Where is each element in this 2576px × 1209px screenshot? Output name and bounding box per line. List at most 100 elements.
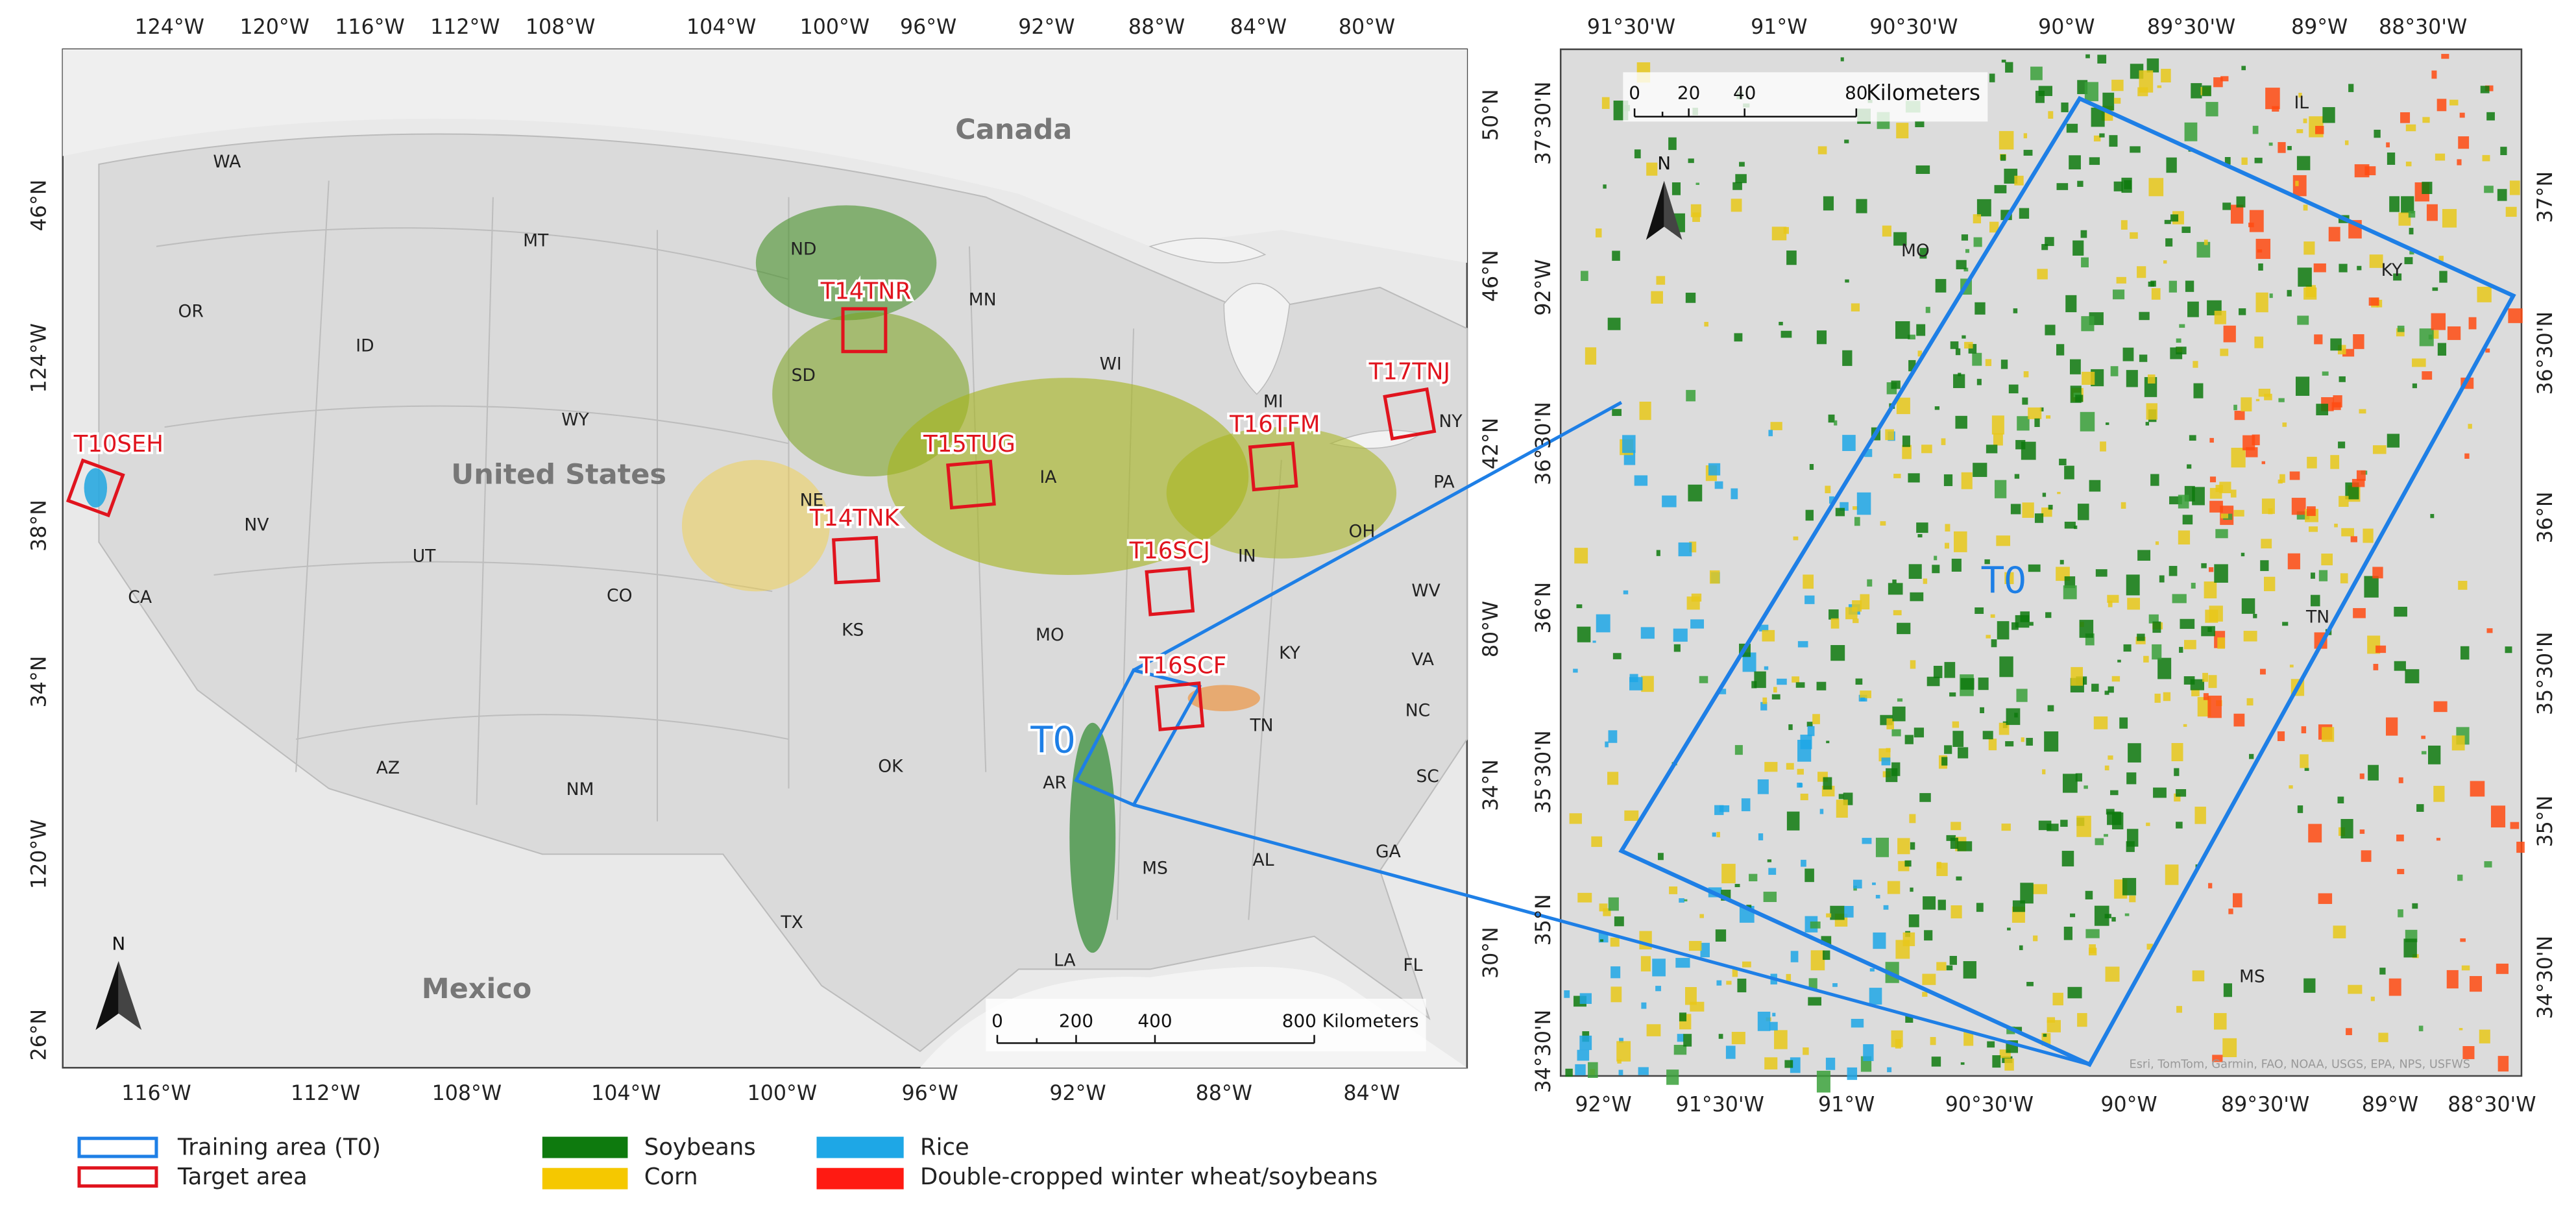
- crop-pixel: [2077, 180, 2084, 187]
- crop-pixel: [1893, 232, 1907, 246]
- lon-label: 92°W: [1049, 1082, 1106, 1105]
- crop-pixel: [2045, 237, 2054, 247]
- crop-pixel: [1873, 932, 1886, 949]
- connector-line: [1132, 400, 1623, 672]
- lon-label: 108°W: [526, 16, 595, 39]
- lon-label: 91°W: [1818, 1093, 1875, 1117]
- crop-pixel: [2209, 437, 2214, 443]
- crop-pixel: [1926, 676, 1940, 687]
- state-label: NC: [1405, 701, 1430, 721]
- crop-pixel: [1764, 666, 1769, 670]
- crop-pixel: [1662, 495, 1677, 507]
- crop-pixel: [2048, 111, 2054, 119]
- crop-pixel: [2163, 260, 2167, 264]
- crop-pixel: [2458, 136, 2470, 149]
- crop-pixel: [1721, 864, 1736, 884]
- crop-pixel: [2370, 996, 2375, 1001]
- crop-pixel: [2166, 157, 2177, 173]
- lat-label: 80°W: [1479, 601, 1503, 657]
- lon-label: 88°W: [1196, 1082, 1252, 1105]
- crop-pixel: [2462, 1045, 2475, 1060]
- crop-pixel: [2030, 66, 2043, 80]
- crop-pixel: [2041, 507, 2052, 517]
- crop-pixel: [2179, 646, 2183, 653]
- crop-pixel: [1773, 687, 1777, 693]
- crop-pixel: [1962, 335, 1966, 339]
- state-label: GA: [1376, 842, 1401, 862]
- crop-pixel: [1909, 814, 1916, 824]
- crop-pixel: [1972, 352, 1982, 366]
- scale-label: 0: [1629, 82, 1640, 103]
- legend-swatch: [542, 1136, 628, 1158]
- crop-pixel: [2187, 464, 2192, 469]
- crop-pixel: [1895, 1039, 1901, 1049]
- crop-pixel: [1639, 401, 1651, 421]
- crop-pixel: [2146, 58, 2159, 73]
- legend-swatch: [816, 1167, 904, 1190]
- lat-label: 34°30'N: [2534, 936, 2557, 1020]
- state-label: ID: [356, 336, 374, 356]
- crop-pixel: [1805, 509, 1814, 521]
- crop-pixel: [2460, 646, 2470, 660]
- crop-pixels: [1564, 54, 2525, 1093]
- crop-pixel: [2100, 441, 2106, 452]
- crop-pixel: [2387, 153, 2396, 165]
- crop-pixel: [1634, 149, 1641, 158]
- crop-pixel: [1616, 1041, 1631, 1062]
- crop-pixel: [2496, 963, 2509, 974]
- lon-label: 91°W: [1751, 16, 1807, 39]
- crop-pixel: [2248, 223, 2254, 228]
- crop-pixel: [1887, 1067, 1892, 1073]
- crop-pixel: [1975, 302, 1986, 315]
- state-label: TN: [1249, 715, 1273, 735]
- crop-pixel: [2184, 640, 2196, 650]
- crop-pixel: [2043, 1033, 2047, 1037]
- crop-pixel: [1953, 374, 1965, 389]
- state-label: FL: [1403, 955, 1422, 975]
- crop-pixel: [1936, 962, 1947, 971]
- crop-pixel: [2438, 256, 2444, 262]
- crop-pixel: [2447, 326, 2461, 340]
- crop-pixel: [2408, 210, 2416, 218]
- crop-pixel: [1910, 842, 1915, 850]
- crop-pixel: [2437, 343, 2447, 356]
- crop-pixel: [2394, 661, 2406, 671]
- crop-pixel: [1797, 783, 1802, 788]
- crop-pixel: [2322, 107, 2335, 123]
- crop-pixel: [1803, 1047, 1809, 1055]
- lat-label: 42°N: [1479, 418, 1503, 470]
- crop-pixel: [1921, 445, 1932, 454]
- crop-pixel: [2231, 447, 2246, 468]
- crop-pixel: [1685, 987, 1697, 1005]
- crop-pixel: [2004, 572, 2014, 585]
- state-label: LA: [1054, 950, 1076, 970]
- crop-pixel: [1886, 718, 1894, 729]
- crop-pixel: [1908, 334, 1915, 340]
- state-label: AR: [1043, 773, 1067, 793]
- crop-pixel: [1902, 445, 1912, 459]
- crop-pixel: [2202, 85, 2211, 97]
- crop-pixel: [1910, 592, 1924, 602]
- crop-pixel: [1735, 174, 1747, 184]
- crop-pixel: [2151, 288, 2161, 300]
- crop-pixel: [2497, 1056, 2509, 1072]
- crop-pixel: [1932, 565, 1940, 574]
- crop-pixel: [1678, 542, 1692, 557]
- crop-pixel: [2015, 440, 2026, 450]
- lon-label: 92°W: [1018, 16, 1075, 39]
- crop-pixel: [1607, 317, 1621, 330]
- crop-pixel: [2330, 338, 2342, 351]
- crop-pixel: [2313, 263, 2326, 273]
- crop-pixel: [2468, 317, 2477, 330]
- crop-pixel: [2346, 1028, 2352, 1036]
- crop-pixel: [2233, 713, 2245, 727]
- crop-pixel: [2260, 560, 2269, 571]
- crop-pixel: [1978, 678, 1989, 690]
- crop-pixel: [2037, 269, 2048, 280]
- crop-pixel: [1910, 887, 1914, 892]
- crop-pixel: [2287, 145, 2292, 151]
- crop-pixel: [1910, 660, 1916, 669]
- target-area-label: T16SCJ: [1129, 538, 1210, 565]
- lon-label: 96°W: [900, 16, 956, 39]
- state-label: MN: [969, 290, 997, 310]
